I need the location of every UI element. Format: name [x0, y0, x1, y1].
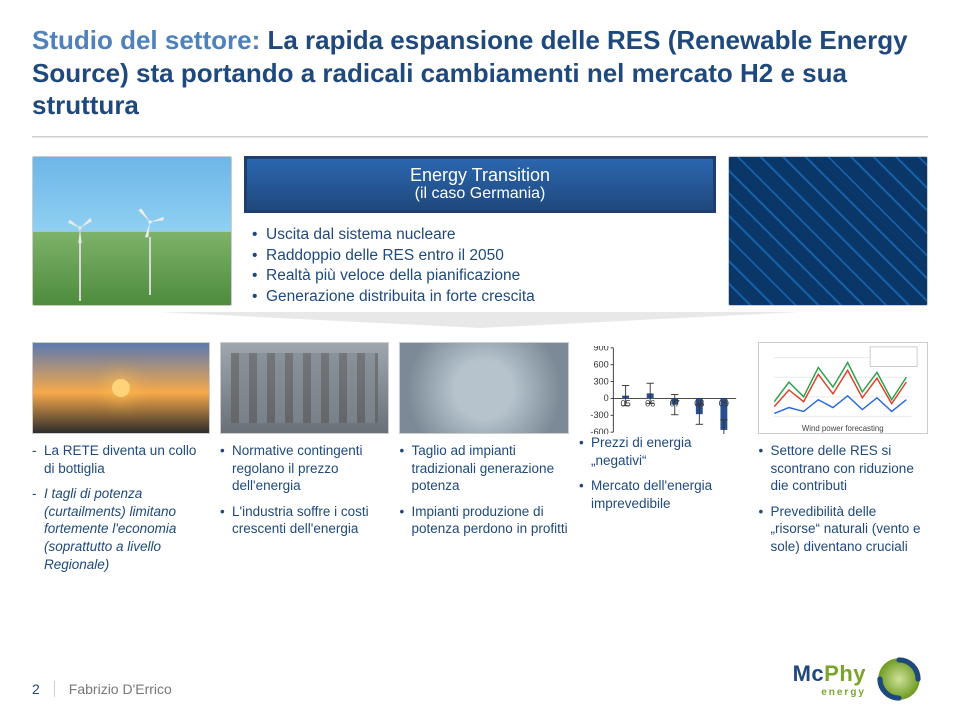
logo-sub: energy — [793, 687, 866, 698]
hero-bullet: Raddoppio delle RES entro il 2050 — [252, 246, 708, 267]
windmill-icon — [133, 205, 167, 239]
col-turbine: Taglio ad impianti tradizionali generazi… — [399, 342, 569, 581]
footer: 2 Fabrizio D'Errico — [32, 681, 172, 697]
banner-line2: (il caso Germania) — [257, 185, 703, 203]
windmill-icon — [63, 211, 97, 245]
bullet: I tagli di potenza (curtailments) limita… — [32, 485, 210, 573]
bullet: Prezzi di energia „negativi“ — [579, 434, 749, 469]
mcphy-logo: McPhy energy — [793, 653, 928, 705]
svg-text:07: 07 — [670, 399, 680, 409]
forecast-caption: Wind power forecasting — [802, 424, 884, 433]
hero-bullet: Uscita dal sistema nucleare — [252, 225, 708, 246]
price-bar-chart: 900 600 300 0 -300 -600 05 06 07 08 09 — [579, 342, 749, 434]
footer-author: Fabrizio D'Errico — [69, 681, 172, 697]
hero-bullet: Realtà più veloce della pianificazione — [252, 266, 708, 287]
logo-phy: Phy — [824, 661, 866, 686]
hero-image-wind — [32, 156, 232, 306]
hero-image-solar — [728, 156, 928, 306]
bullet: La RETE diventa un collo di bottiglia — [32, 442, 210, 477]
bullet: Taglio ad impianti tradizionali generazi… — [399, 442, 569, 495]
logo-swirl-icon — [870, 653, 928, 705]
thumb-industry — [220, 342, 390, 434]
thumb-grid-sunset — [32, 342, 210, 434]
svg-text:08: 08 — [694, 399, 704, 409]
svg-text:05: 05 — [621, 399, 631, 409]
title-lead: Studio del settore: — [32, 25, 260, 55]
col-grid: La RETE diventa un collo di bottiglia I … — [32, 342, 210, 581]
bullet: Normative contingenti regolano il prezzo… — [220, 442, 390, 495]
col-forecast: Wind power forecasting Settore delle RES… — [758, 342, 928, 581]
hero-bullet: Generazione distribuita in forte crescit… — [252, 287, 708, 308]
columns-row: La RETE diventa un collo di bottiglia I … — [32, 342, 928, 581]
bullet: Settore delle RES si scontrano con riduz… — [758, 442, 928, 495]
bullet: Impianti produzione di potenza perdono i… — [399, 503, 569, 538]
flow-arrow-icon — [160, 312, 800, 328]
bullet: Prevedibilità delle „risorse“ naturali (… — [758, 503, 928, 556]
title-rule — [32, 136, 928, 138]
svg-text:0: 0 — [604, 393, 609, 403]
svg-text:-300: -300 — [590, 410, 608, 420]
banner-line1: Energy Transition — [410, 165, 550, 185]
col-industry: Normative contingenti regolano il prezzo… — [220, 342, 390, 581]
svg-text:09: 09 — [719, 399, 729, 409]
hero-center: Energy Transition (il caso Germania) Usc… — [244, 156, 716, 309]
col-prices: 900 600 300 0 -300 -600 05 06 07 08 09 Prezzi di e… — [579, 342, 749, 581]
svg-text:-600: -600 — [590, 427, 608, 434]
page-number: 2 — [32, 681, 40, 697]
svg-text:06: 06 — [645, 399, 655, 409]
footer-separator — [54, 681, 55, 697]
logo-mc: Mc — [793, 661, 825, 686]
svg-text:900: 900 — [593, 346, 608, 353]
svg-text:300: 300 — [593, 377, 608, 387]
page-title: Studio del settore: La rapida espansione… — [32, 24, 928, 122]
hero-bullets: Uscita dal sistema nucleare Raddoppio de… — [244, 219, 716, 309]
svg-text:600: 600 — [593, 360, 608, 370]
transition-banner: Energy Transition (il caso Germania) — [244, 156, 716, 213]
bullet: Mercato dell'energia imprevedibile — [579, 477, 749, 512]
thumb-turbine — [399, 342, 569, 434]
thumb-forecast-chart: Wind power forecasting — [758, 342, 928, 434]
hero-row: Energy Transition (il caso Germania) Usc… — [32, 156, 928, 309]
bullet: L'industria soffre i costi crescenti del… — [220, 503, 390, 538]
